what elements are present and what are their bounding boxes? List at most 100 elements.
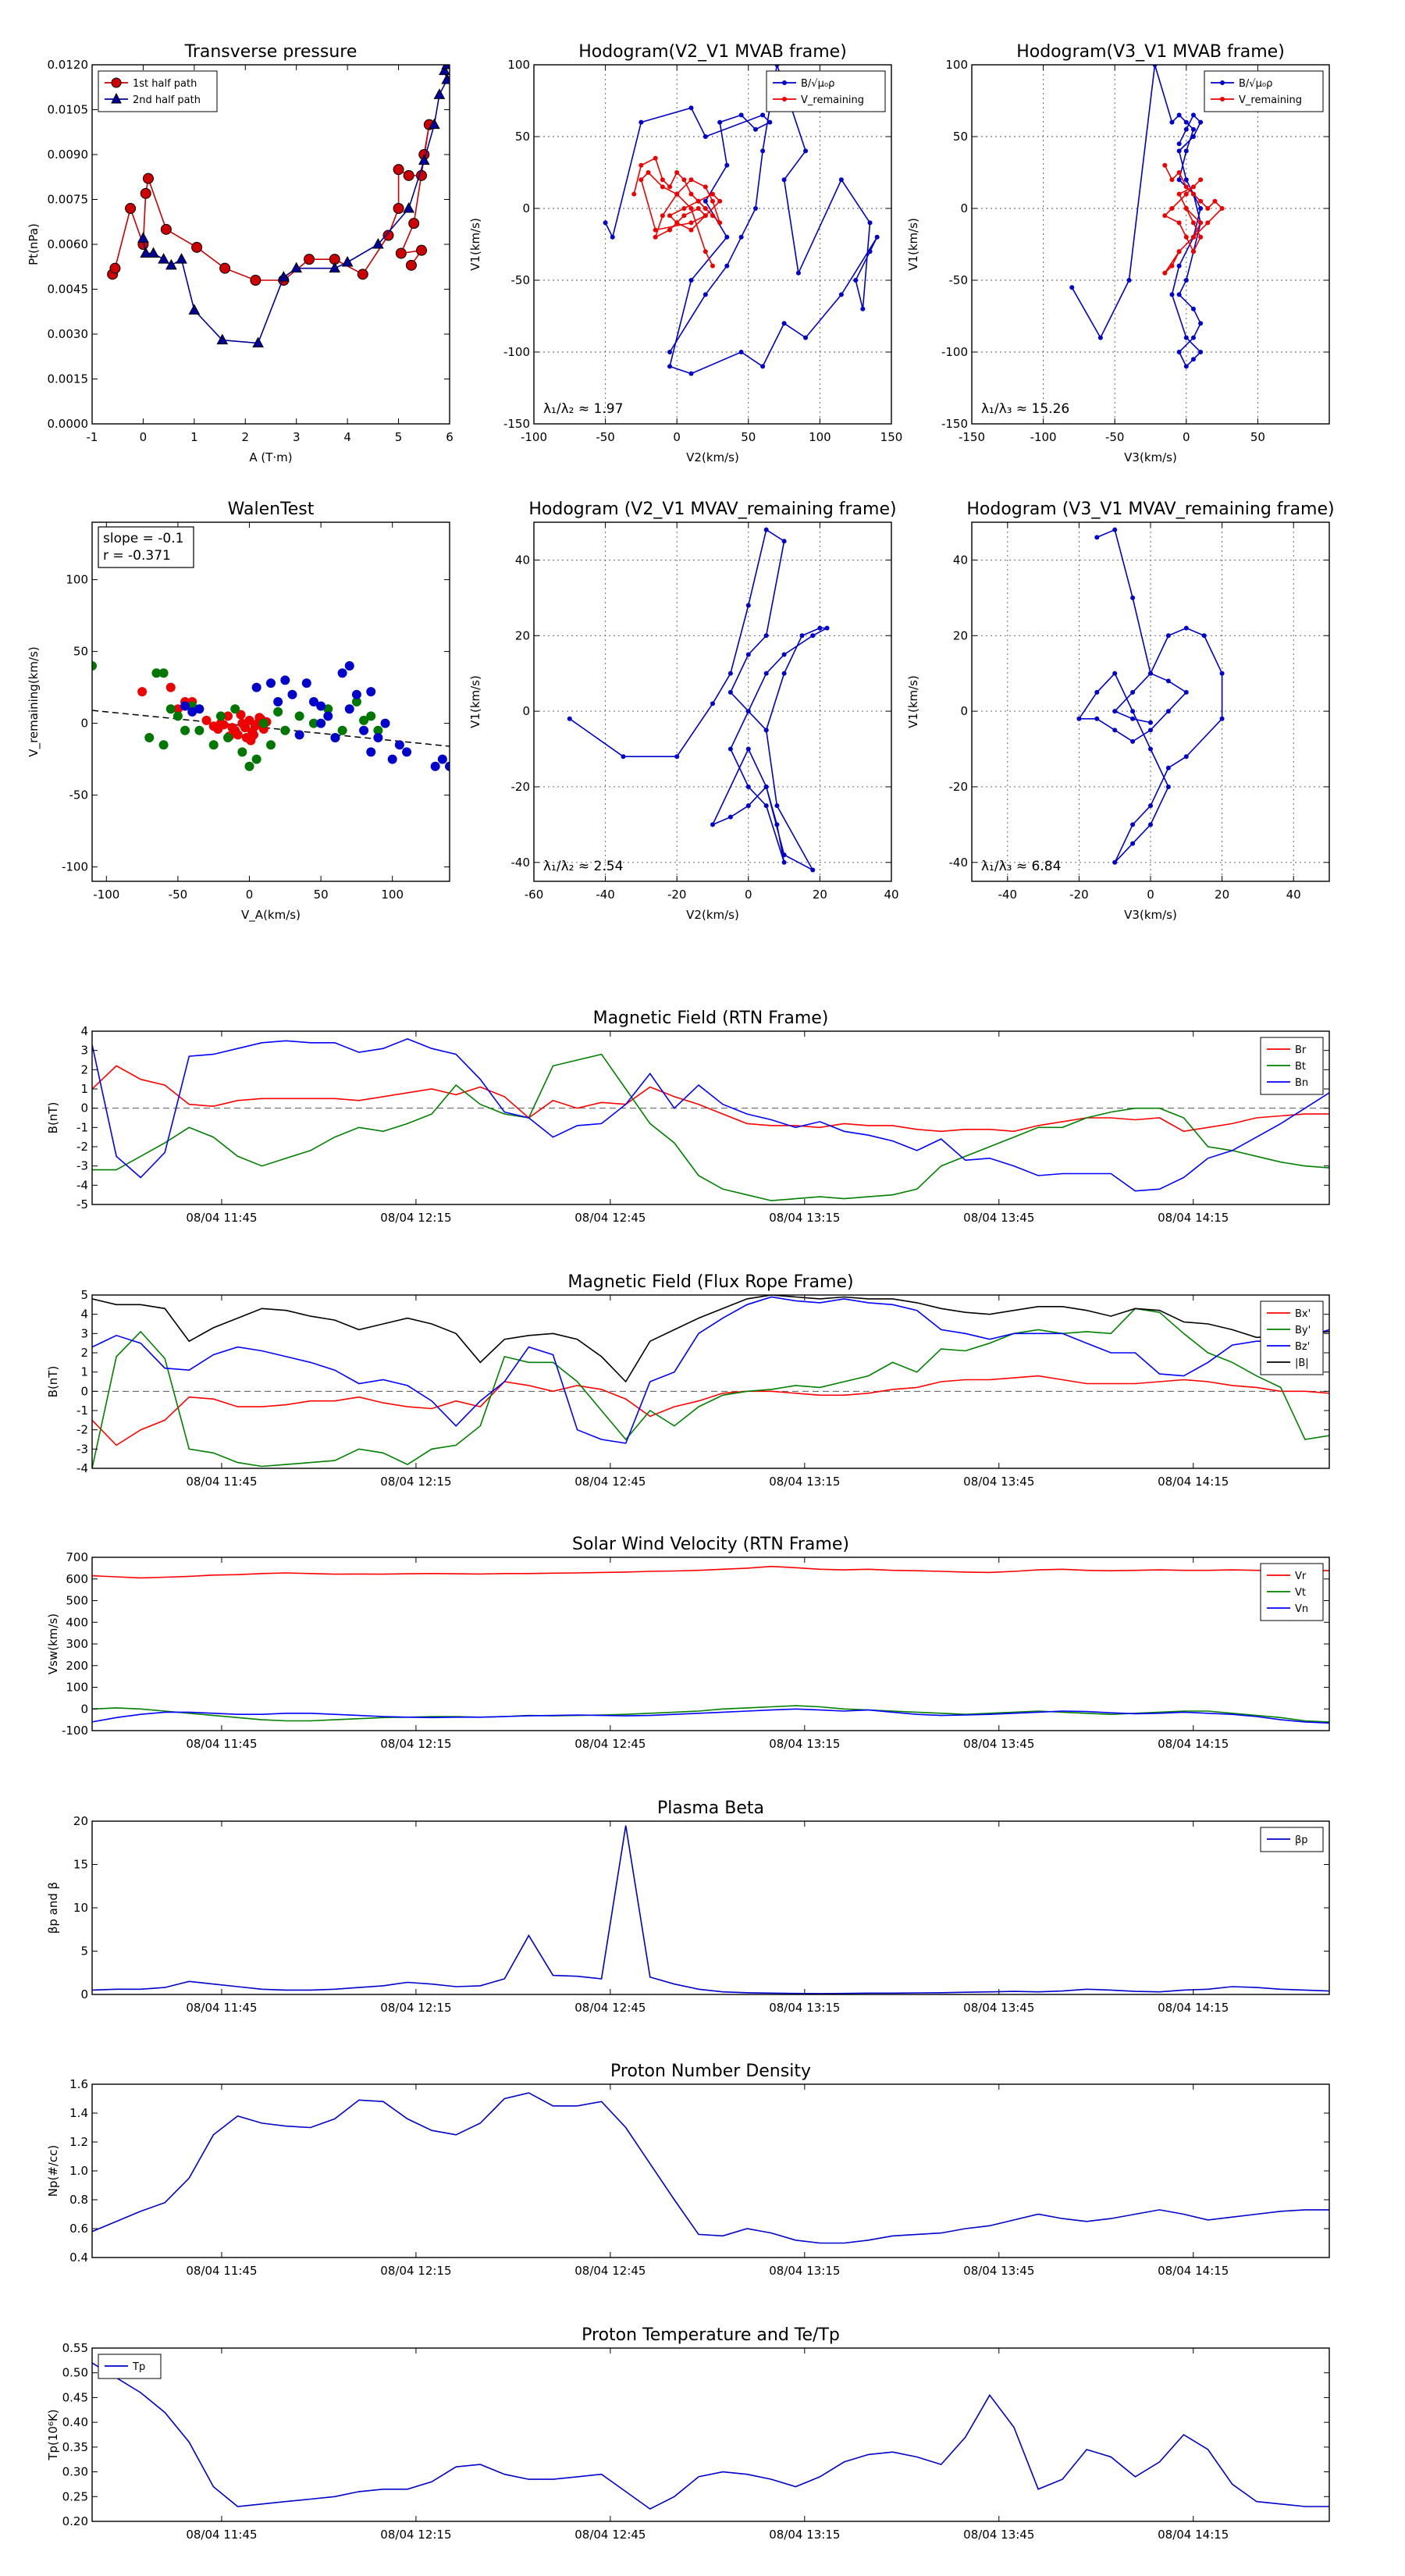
data-point <box>760 148 766 154</box>
y-tick-label: -100 <box>941 345 968 359</box>
data-point <box>173 711 183 721</box>
data-point <box>330 733 340 742</box>
y-tick-label: 200 <box>66 1659 88 1673</box>
data-point <box>817 625 823 631</box>
axes-frame <box>91 1557 1330 1731</box>
data-point <box>1183 278 1189 283</box>
data-point <box>394 740 404 750</box>
data-point <box>745 652 751 657</box>
chart-h2: -150 -100 -50 0 50 100 -150 -100 -50 0 50 Hodogram(… <box>906 42 1330 464</box>
series-h2-0 <box>1069 65 1204 369</box>
y-tick-label: 2 <box>80 1062 88 1076</box>
legend: B/√μ₀ρ V_remaining <box>1204 70 1324 112</box>
data-point <box>380 718 390 728</box>
series-h1-0 <box>603 65 880 376</box>
data-point <box>176 253 187 264</box>
y-tick-label: 0 <box>80 717 88 731</box>
annotation-text: λ₁/λ₂ ≈ 2.54 <box>543 859 623 874</box>
legend-label: βp <box>1295 1834 1308 1846</box>
data-point <box>745 746 751 752</box>
y-axis-label: Np(#/cc) <box>46 2145 60 2197</box>
data-point <box>201 715 212 725</box>
x-tick-label: 08/04 12:45 <box>574 2001 646 2015</box>
data-point <box>323 711 333 721</box>
data-point <box>1198 177 1204 183</box>
data-point <box>702 292 708 297</box>
x-tick-label: 08/04 12:15 <box>380 2264 451 2278</box>
y-tick-label: 3 <box>80 1326 88 1340</box>
data-point <box>760 112 766 118</box>
x-tick-label: 50 <box>314 888 329 902</box>
x-tick-label: 08/04 13:45 <box>963 2264 1034 2278</box>
data-point <box>1176 220 1182 226</box>
y-tick-label: -3 <box>76 1442 88 1456</box>
y-tick-label: 100 <box>945 58 968 72</box>
plot-area <box>92 661 450 771</box>
x-ticks: 08/04 11:45 08/04 12:15 08/04 12:45 08/04 1… <box>186 1295 1229 1489</box>
y-tick-label: 4 <box>80 1024 88 1038</box>
y-axis-label: V1(km/s) <box>906 218 920 271</box>
data-point <box>803 335 809 340</box>
x-ticks: 08/04 11:45 08/04 12:15 08/04 12:45 08/04 1… <box>186 1557 1229 1751</box>
y-tick-label: -2 <box>76 1423 88 1437</box>
legend-label: 2nd half path <box>133 94 201 106</box>
data-point <box>294 730 304 740</box>
annotation-text: λ₁/λ₂ ≈ 1.97 <box>543 401 623 417</box>
y-tick-label: -100 <box>503 345 530 359</box>
legend-label: Vt <box>1295 1587 1306 1599</box>
data-point <box>1183 206 1189 211</box>
y-tick-label: 3 <box>80 1044 88 1058</box>
x-axis-label: V3(km/s) <box>1124 908 1177 922</box>
data-point <box>280 675 290 685</box>
data-point <box>653 234 658 240</box>
y-ticks: 0.4 0.6 0.8 1.0 1.2 1.4 1.6 <box>69 2077 1329 2265</box>
y-tick-label: 0.50 <box>62 2366 88 2380</box>
axes-frame <box>91 1294 1330 1469</box>
data-point <box>387 754 397 764</box>
data-point <box>1169 263 1175 269</box>
data-point <box>1190 184 1196 190</box>
data-point <box>430 761 440 771</box>
data-point <box>745 603 751 608</box>
data-point <box>223 733 233 742</box>
x-ticks: -100 -50 0 50 100 <box>93 522 404 902</box>
x-tick-label: -100 <box>93 888 119 902</box>
y-tick-label: 40 <box>515 553 530 567</box>
x-ticks: -40 -20 0 20 40 <box>998 522 1301 902</box>
data-point <box>1198 206 1204 211</box>
data-point <box>250 275 261 286</box>
data-point <box>727 689 733 695</box>
series-h4-0 <box>1076 527 1225 865</box>
x-tick-label: 08/04 12:45 <box>574 2264 646 2278</box>
data-point <box>341 255 354 267</box>
series-line <box>1077 528 1223 863</box>
x-tick-label: 0 <box>140 430 148 444</box>
data-point <box>781 652 787 657</box>
y-tick-label: 5 <box>80 1944 88 1959</box>
data-point <box>1165 709 1171 714</box>
y-tick-label: -100 <box>62 1724 88 1738</box>
data-point <box>1219 206 1225 211</box>
legend-label: Tp <box>132 2361 145 2373</box>
data-point <box>763 784 769 789</box>
x-tick-label: 100 <box>381 888 404 902</box>
data-point <box>142 173 154 184</box>
data-point <box>316 718 326 728</box>
data-point <box>738 350 744 354</box>
y-tick-label: -50 <box>511 273 531 287</box>
data-point <box>781 671 787 676</box>
data-point <box>403 169 414 181</box>
x-tick-label: 0 <box>1147 888 1154 902</box>
data-point <box>660 184 665 190</box>
data-point <box>853 278 859 283</box>
x-ticks: 08/04 11:45 08/04 12:15 08/04 12:45 08/04 1… <box>186 2084 1229 2278</box>
x-tick-label: -100 <box>521 430 547 444</box>
data-point <box>290 262 303 273</box>
x-axis-label: V3(km/s) <box>1124 450 1177 464</box>
legend-label: By' <box>1295 1325 1311 1336</box>
data-point <box>180 701 190 711</box>
data-point <box>752 206 758 211</box>
data-point <box>660 177 665 183</box>
y-axis-label: V1(km/s) <box>468 218 482 271</box>
data-point <box>1176 177 1182 183</box>
